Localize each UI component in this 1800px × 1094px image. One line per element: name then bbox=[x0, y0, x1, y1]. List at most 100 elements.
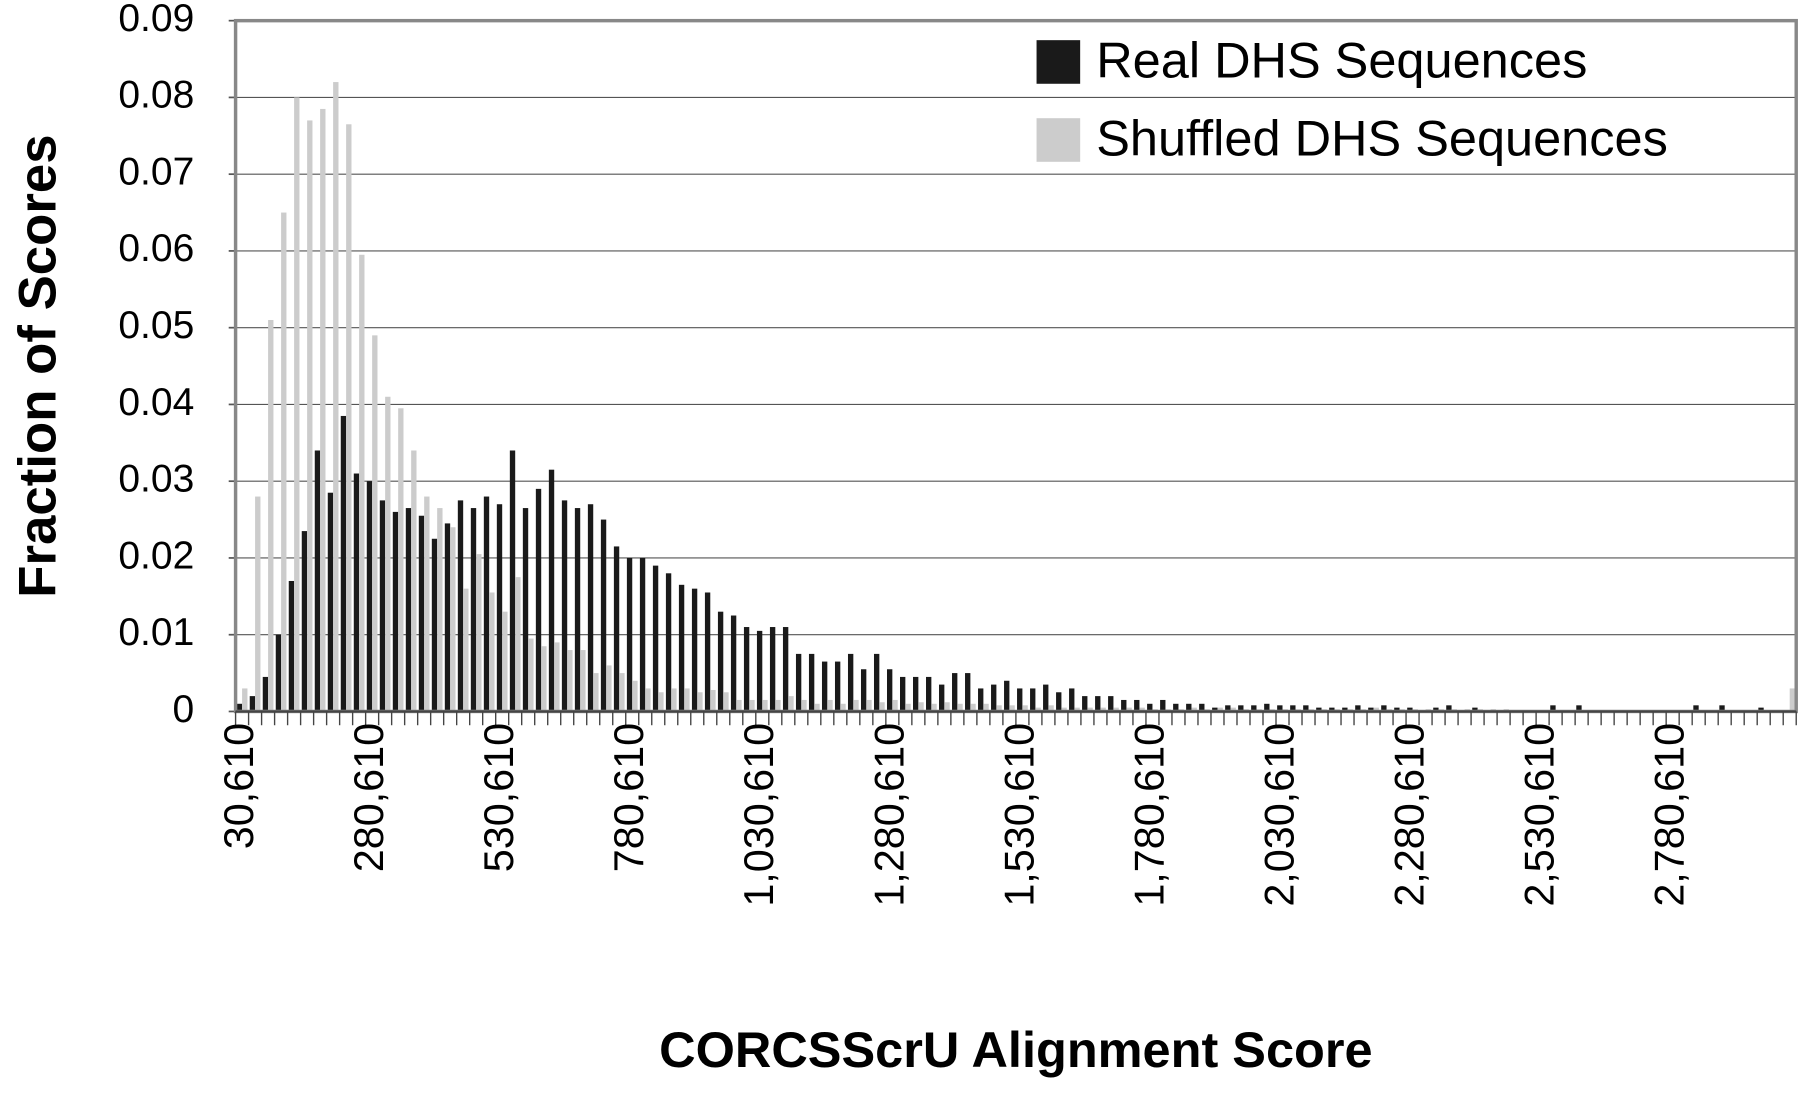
x-tick-label: 1,030,610 bbox=[736, 723, 782, 907]
bar bbox=[294, 97, 300, 712]
bar bbox=[704, 592, 711, 712]
bar bbox=[385, 396, 391, 712]
bar bbox=[1035, 707, 1041, 712]
legend-label: Real DHS Sequences bbox=[1096, 32, 1587, 89]
bar bbox=[931, 703, 937, 712]
bar bbox=[242, 688, 248, 712]
legend-swatch bbox=[1036, 118, 1081, 162]
bar bbox=[379, 500, 386, 712]
bar bbox=[593, 673, 599, 712]
bar bbox=[1217, 707, 1223, 712]
bar bbox=[1368, 707, 1374, 712]
bar bbox=[834, 661, 841, 712]
bar bbox=[788, 696, 794, 712]
bar bbox=[522, 508, 529, 712]
bar bbox=[236, 703, 243, 712]
bar bbox=[691, 588, 698, 712]
bar bbox=[398, 408, 404, 712]
bar bbox=[1238, 705, 1244, 712]
bar bbox=[392, 511, 399, 712]
bar bbox=[1056, 692, 1062, 712]
y-axis-title: Fraction of Scores bbox=[9, 134, 68, 597]
bar bbox=[450, 527, 456, 712]
bar bbox=[1758, 707, 1764, 712]
bar bbox=[684, 688, 690, 712]
bar bbox=[418, 515, 425, 712]
bar bbox=[952, 673, 958, 712]
bar bbox=[1017, 688, 1023, 712]
bar bbox=[476, 554, 482, 712]
bar bbox=[965, 673, 971, 712]
bar bbox=[944, 702, 950, 712]
bar bbox=[307, 120, 313, 712]
bar bbox=[470, 508, 477, 712]
bar bbox=[1277, 705, 1283, 712]
bar bbox=[905, 703, 911, 712]
bar bbox=[457, 500, 464, 712]
bar bbox=[1251, 705, 1257, 712]
bar bbox=[1355, 705, 1361, 712]
bar bbox=[1381, 705, 1387, 712]
bar bbox=[1290, 705, 1296, 712]
x-tick-label: 2,030,610 bbox=[1256, 723, 1302, 907]
x-tick-label: 530,610 bbox=[476, 723, 522, 872]
bar bbox=[574, 508, 581, 712]
bar bbox=[957, 703, 963, 712]
bar bbox=[1100, 707, 1106, 712]
bar bbox=[1108, 696, 1114, 712]
bar bbox=[913, 676, 919, 712]
bar bbox=[262, 676, 269, 712]
bar bbox=[926, 676, 932, 712]
bar bbox=[1030, 688, 1036, 712]
bar bbox=[1316, 707, 1322, 712]
bar bbox=[528, 638, 534, 712]
bar bbox=[249, 696, 256, 712]
bar bbox=[710, 689, 716, 712]
bar bbox=[645, 688, 651, 712]
bar bbox=[600, 519, 607, 712]
x-tick-label: 1,530,610 bbox=[996, 723, 1042, 907]
bar bbox=[281, 212, 287, 712]
bar bbox=[840, 703, 846, 712]
bar bbox=[1225, 705, 1231, 712]
bar bbox=[502, 611, 508, 712]
bar bbox=[509, 450, 516, 712]
y-tick-label: 0.07 bbox=[118, 150, 194, 193]
legend-label: Shuffled DHS Sequences bbox=[1096, 110, 1668, 167]
bar bbox=[1043, 684, 1049, 712]
y-tick-label: 0.08 bbox=[118, 74, 194, 117]
x-tick-label: 780,610 bbox=[606, 723, 652, 872]
bar bbox=[405, 508, 412, 712]
bar bbox=[1230, 707, 1236, 712]
bar bbox=[619, 673, 625, 712]
bar bbox=[1173, 703, 1179, 712]
bar bbox=[288, 580, 295, 712]
legend-swatch bbox=[1036, 40, 1081, 84]
bar bbox=[1126, 707, 1132, 712]
bar bbox=[983, 703, 989, 712]
bar bbox=[652, 565, 659, 712]
bar bbox=[886, 669, 893, 712]
bar bbox=[1113, 707, 1119, 712]
bar bbox=[1147, 703, 1153, 712]
bar bbox=[1134, 699, 1140, 712]
bar bbox=[255, 496, 261, 712]
bar bbox=[626, 557, 633, 712]
bar bbox=[762, 699, 768, 712]
bar bbox=[1303, 705, 1309, 712]
bar bbox=[782, 627, 789, 712]
bar bbox=[866, 699, 872, 712]
y-tick-label: 0.06 bbox=[118, 227, 194, 270]
y-tick-label: 0 bbox=[173, 688, 195, 731]
bar bbox=[483, 496, 490, 712]
bar bbox=[1264, 703, 1270, 712]
bar bbox=[444, 523, 451, 712]
x-tick-label: 2,280,610 bbox=[1386, 723, 1432, 907]
bar bbox=[1394, 707, 1400, 712]
bar bbox=[346, 124, 352, 712]
bar bbox=[463, 588, 469, 712]
bar bbox=[769, 627, 776, 712]
bar bbox=[900, 676, 906, 712]
